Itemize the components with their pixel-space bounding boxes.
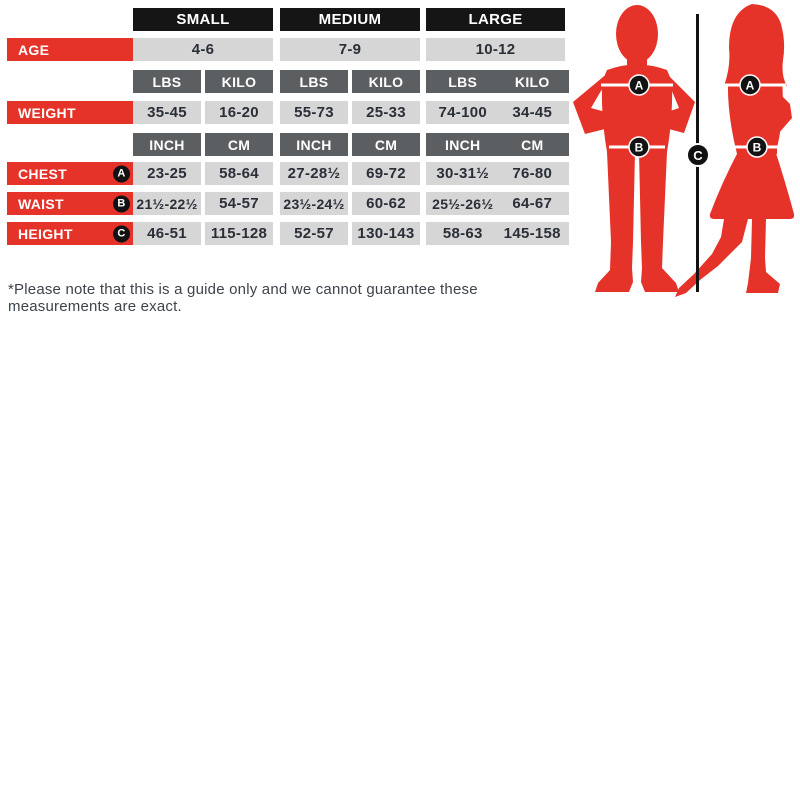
chest-inch-medium: 27-28½ [280,162,348,185]
size-header-medium: MEDIUM [280,8,420,31]
waist-cm-large: 64-67 [512,195,553,212]
weight-large: 74-100 34-45 [426,101,569,124]
chest-cm-large: 76-80 [512,165,553,182]
girl-silhouette: A B [675,4,795,297]
height-cm-small: 115-128 [205,222,273,245]
waist-inch-medium: 23½-24½ [280,192,348,215]
height-inch-small: 46-51 [133,222,201,245]
waist-inch-small: 21½-22½ [133,192,201,215]
age-medium: 7-9 [280,38,420,61]
unit-kilo-medium: KILO [352,70,420,93]
boy-chest-marker-letter: A [635,79,644,93]
height-label-text: HEIGHT [18,225,73,242]
waist-marker-badge: B [113,195,130,212]
row-label-waist: WAIST B [7,192,133,215]
unit-cm-large: CM [521,136,544,153]
height-inch-large: 58-63 [442,225,483,242]
chest-cm-small: 58-64 [205,162,273,185]
row-label-chest: CHEST A [7,162,133,185]
unit-inch-large: INCH [445,136,481,153]
waist-large: 25½-26½ 64-67 [426,192,569,215]
unit-lbs-large: LBS [448,73,478,90]
disclaimer-note: *Please note that this is a guide only a… [8,281,478,315]
height-large: 58-63 145-158 [426,222,569,245]
unit-lbs-small: LBS [133,70,201,93]
height-cm-medium: 130-143 [352,222,420,245]
size-header-large: LARGE [426,8,565,31]
chest-inch-small: 23-25 [133,162,201,185]
unit-cm-small: CM [205,133,273,156]
unit-kilo-small: KILO [205,70,273,93]
age-large: 10-12 [426,38,565,61]
unit-cm-medium: CM [352,133,420,156]
unit-lbs-medium: LBS [280,70,348,93]
weight-kilo-medium: 25-33 [352,101,420,124]
unit-kilo-large: KILO [514,73,550,90]
chest-inch-large: 30-31½ [436,165,490,182]
row-label-age: AGE [7,38,133,61]
girl-chest-marker-letter: A [746,79,755,93]
height-cm-large: 145-158 [503,225,561,242]
row-label-height: HEIGHT C [7,222,133,245]
unit-lbs-kilo-large: LBS KILO [426,70,569,93]
row-label-weight: WEIGHT [7,101,133,124]
height-marker-c-badge: C [686,143,710,167]
weight-lbs-small: 35-45 [133,101,201,124]
boy-waist-marker-letter: B [635,141,644,155]
unit-inch-small: INCH [133,133,201,156]
height-marker-badge: C [113,225,130,242]
size-header-small: SMALL [133,8,273,31]
girl-chest-marker-circle [739,74,761,96]
weight-kilo-large: 34-45 [512,104,553,121]
chest-marker-badge: A [113,165,130,182]
unit-inch-cm-large: INCH CM [426,133,569,156]
waist-inch-large: 25½-26½ [432,195,494,212]
waist-cm-medium: 60-62 [352,192,420,215]
weight-kilo-small: 16-20 [205,101,273,124]
chest-large: 30-31½ 76-80 [426,162,569,185]
boy-silhouette: A B [573,5,695,292]
girl-waist-marker-letter: B [753,141,762,155]
chest-label-text: CHEST [18,165,67,182]
boy-chest-marker-circle [628,74,650,96]
height-inch-medium: 52-57 [280,222,348,245]
girl-waist-marker-circle [746,136,768,158]
weight-lbs-medium: 55-73 [280,101,348,124]
waist-cm-small: 54-57 [205,192,273,215]
age-small: 4-6 [133,38,273,61]
waist-label-text: WAIST [18,195,64,212]
weight-lbs-large: 74-100 [438,104,487,121]
chest-cm-medium: 69-72 [352,162,420,185]
girl-body-shape [675,4,795,297]
boy-waist-marker-circle [628,136,650,158]
unit-inch-medium: INCH [280,133,348,156]
